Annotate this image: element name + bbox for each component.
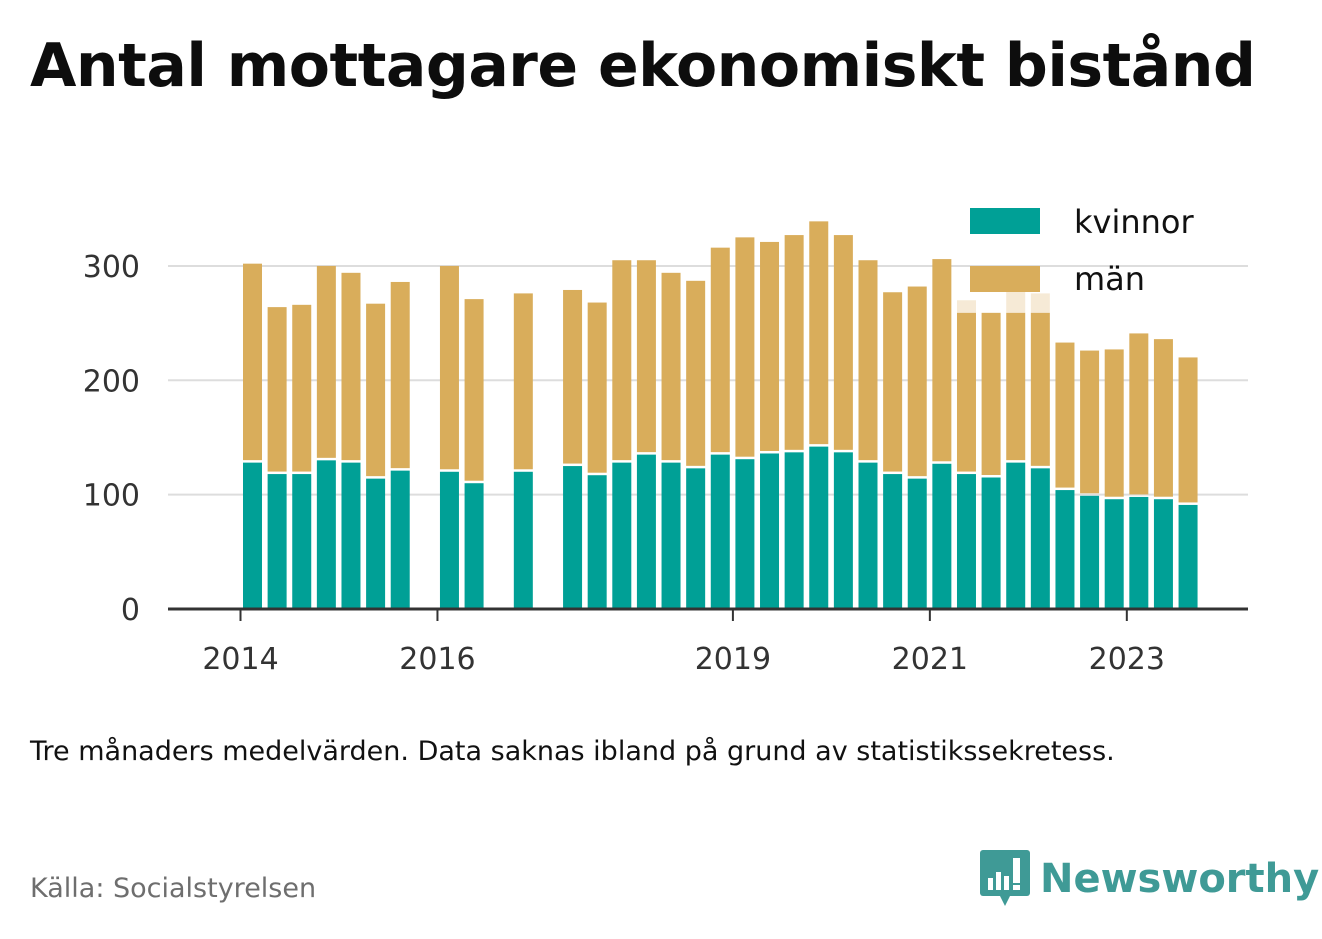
bar-man <box>587 302 607 473</box>
bar-kvinnor <box>439 471 459 609</box>
bar-man <box>390 281 410 469</box>
axes: 0 100 200 300 2014 2016 2019 2021 2023 <box>83 250 1248 677</box>
bar-kvinnor <box>1104 499 1124 609</box>
bar-kvinnor <box>760 453 780 609</box>
bar-man <box>809 221 829 445</box>
bars <box>243 221 1198 609</box>
source-credit: Källa: Socialstyrelsen <box>30 873 317 904</box>
bar-man <box>243 263 262 461</box>
bar-kvinnor <box>267 474 287 609</box>
bar-man <box>784 235 804 450</box>
bar-man <box>636 260 656 453</box>
bar-kvinnor <box>1006 462 1026 609</box>
bar-man <box>1055 342 1075 488</box>
y-tick-label: 100 <box>83 479 140 514</box>
bar-kvinnor <box>366 478 386 609</box>
bar-man-faint <box>1006 287 1026 313</box>
bar-man <box>1006 312 1026 461</box>
y-tick-label: 200 <box>83 364 140 399</box>
bar-man <box>1153 339 1173 497</box>
bar-kvinnor <box>1030 468 1050 609</box>
bar-kvinnor <box>661 462 681 609</box>
legend-label-man: män <box>1074 260 1145 298</box>
bar-kvinnor <box>883 474 903 609</box>
newsworthy-logo: Newsworthy <box>980 850 1319 908</box>
brand-name: Newsworthy <box>1040 856 1320 902</box>
legend-swatch-kvinnor <box>970 208 1040 234</box>
bar-man <box>1129 333 1149 495</box>
bar-man <box>563 289 583 464</box>
bar-kvinnor <box>341 462 361 609</box>
bar-kvinnor <box>809 446 829 609</box>
bar-man <box>366 303 386 477</box>
bar-kvinnor <box>1055 490 1075 609</box>
x-tick-label: 2019 <box>695 642 771 677</box>
bar-kvinnor <box>636 454 656 609</box>
bar-chart-speech-bubble-icon <box>980 850 1030 906</box>
bar-kvinnor <box>686 468 706 609</box>
bar-man <box>1178 357 1198 503</box>
bar-kvinnor <box>907 478 927 609</box>
bar-kvinnor <box>292 474 312 609</box>
chart-note: Tre månaders medelvärden. Data saknas ib… <box>30 736 1115 767</box>
bar-man <box>956 312 976 472</box>
bar-man-faint <box>1030 293 1050 313</box>
bar-man-faint <box>956 300 976 313</box>
bar-kvinnor <box>587 475 607 609</box>
x-tick-label: 2016 <box>399 642 475 677</box>
bar-kvinnor <box>390 470 410 609</box>
bar-man <box>316 265 336 458</box>
legend: kvinnor män <box>970 203 1195 298</box>
bar-man <box>833 235 853 450</box>
bar-kvinnor <box>981 477 1001 609</box>
bar-kvinnor <box>563 466 583 609</box>
chart-title: Antal mottagare ekonomiskt bistånd <box>30 31 1256 101</box>
bar-man <box>760 241 780 451</box>
bar-kvinnor <box>1080 495 1100 609</box>
x-tick-label: 2021 <box>892 642 968 677</box>
bar-man <box>710 247 730 453</box>
bar-man <box>513 293 533 470</box>
bar-kvinnor <box>932 463 952 609</box>
bar-kvinnor <box>243 462 262 609</box>
bar-kvinnor <box>513 471 533 609</box>
bar-man <box>735 237 755 457</box>
bar-man <box>883 292 903 472</box>
bar-kvinnor <box>735 459 755 609</box>
legend-label-kvinnor: kvinnor <box>1074 203 1195 241</box>
y-tick-label: 0 <box>121 593 140 628</box>
bar-kvinnor <box>1178 504 1198 609</box>
bar-man <box>981 312 1001 475</box>
bar-man <box>439 265 459 470</box>
bar-kvinnor <box>316 460 336 609</box>
bar-man <box>1080 350 1100 494</box>
y-tick-label: 300 <box>83 250 140 285</box>
bar-man <box>858 260 878 461</box>
bar-kvinnor <box>464 483 484 609</box>
bar-man <box>292 304 312 472</box>
bar-kvinnor <box>833 452 853 609</box>
bar-kvinnor <box>784 452 804 609</box>
bar-man <box>1104 349 1124 497</box>
bar-man <box>267 307 287 472</box>
bar-kvinnor <box>1129 496 1149 609</box>
bar-man <box>612 260 632 461</box>
bar-man <box>661 272 681 461</box>
bar-kvinnor <box>710 454 730 609</box>
bar-man <box>341 272 361 461</box>
bar-man <box>686 280 706 466</box>
bar-kvinnor <box>858 462 878 609</box>
bar-kvinnor <box>612 462 632 609</box>
bar-kvinnor <box>956 474 976 609</box>
legend-swatch-man <box>970 266 1040 292</box>
x-tick-label: 2023 <box>1089 642 1165 677</box>
x-tick-label: 2014 <box>202 642 278 677</box>
bar-kvinnor <box>1153 499 1173 609</box>
bar-man <box>932 259 952 462</box>
bar-man <box>1030 312 1050 466</box>
bar-man <box>464 299 484 481</box>
chart: 0 100 200 300 2014 2016 2019 2021 2023 kvinnor m… <box>83 203 1248 677</box>
bar-man <box>907 286 927 477</box>
